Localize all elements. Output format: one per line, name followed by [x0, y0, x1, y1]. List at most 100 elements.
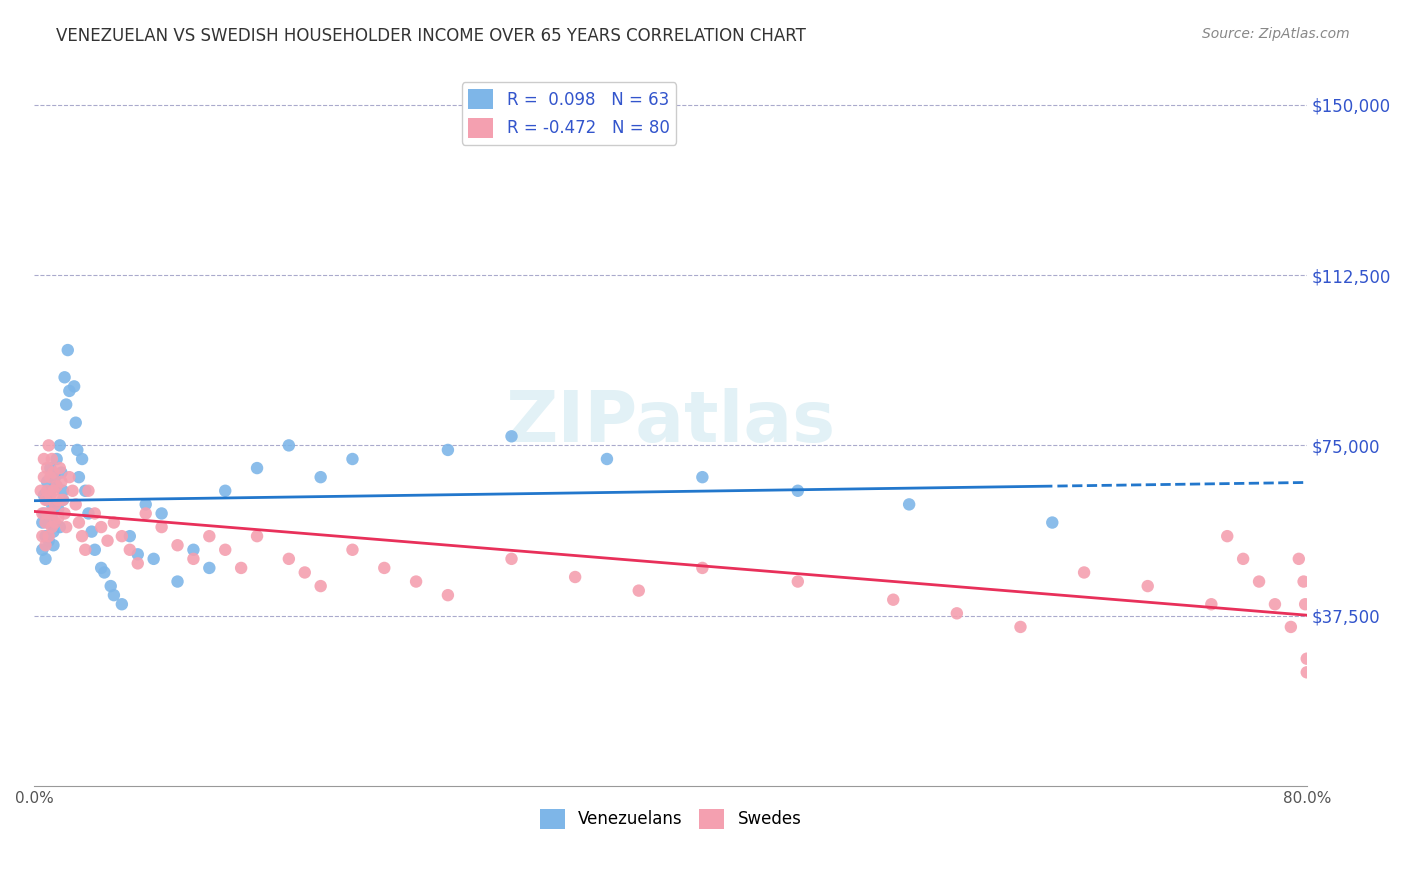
Point [150, 520, 173, 534]
Point [58, 470, 80, 484]
Point [1073, 566, 1095, 580]
Point [45, 479, 67, 493]
Point [882, 592, 904, 607]
Point [1292, 574, 1315, 589]
Point [32, 507, 55, 521]
Point [596, 452, 619, 467]
Point [75, 483, 97, 498]
Point [35, 483, 58, 498]
Point [46, 502, 69, 516]
Point [1295, 665, 1317, 680]
Point [786, 574, 808, 589]
Point [501, 429, 523, 443]
Point [41, 511, 63, 525]
Point [342, 542, 364, 557]
Point [42, 538, 65, 552]
Point [39, 470, 62, 484]
Point [1288, 552, 1310, 566]
Point [39, 507, 62, 521]
Point [38, 438, 60, 452]
Point [214, 542, 236, 557]
Point [38, 529, 60, 543]
Point [32, 488, 55, 502]
Point [111, 529, 134, 543]
Point [46, 511, 69, 525]
Point [1279, 620, 1302, 634]
Point [52, 492, 75, 507]
Point [67, 470, 90, 484]
Point [32, 452, 55, 467]
Point [51, 475, 73, 489]
Point [65, 497, 87, 511]
Point [34, 516, 56, 530]
Point [277, 552, 299, 566]
Point [103, 588, 125, 602]
Point [52, 483, 75, 498]
Point [692, 470, 714, 484]
Point [183, 542, 205, 557]
Point [83, 542, 105, 557]
Point [309, 579, 332, 593]
Point [75, 542, 97, 557]
Point [90, 520, 112, 534]
Point [1201, 597, 1223, 611]
Point [77, 507, 100, 521]
Point [231, 561, 253, 575]
Point [127, 547, 149, 561]
Point [34, 538, 56, 552]
Point [35, 492, 58, 507]
Point [1216, 529, 1239, 543]
Point [35, 475, 58, 489]
Point [31, 529, 53, 543]
Point [44, 497, 66, 511]
Point [52, 492, 75, 507]
Point [31, 516, 53, 530]
Point [1040, 516, 1063, 530]
Point [70, 452, 93, 467]
Point [67, 516, 90, 530]
Point [34, 529, 56, 543]
Point [198, 561, 221, 575]
Point [55, 398, 77, 412]
Point [96, 533, 118, 548]
Point [38, 533, 60, 548]
Point [501, 552, 523, 566]
Point [45, 479, 67, 493]
Point [692, 561, 714, 575]
Point [44, 470, 66, 484]
Point [62, 483, 84, 498]
Point [90, 561, 112, 575]
Point [198, 529, 221, 543]
Point [166, 574, 188, 589]
Point [150, 507, 173, 521]
Text: Source: ZipAtlas.com: Source: ZipAtlas.com [1202, 27, 1350, 41]
Point [1232, 552, 1254, 566]
Point [42, 466, 65, 480]
Point [564, 570, 586, 584]
Point [34, 492, 56, 507]
Point [56, 343, 79, 357]
Point [41, 452, 63, 467]
Point [46, 492, 69, 507]
Text: VENEZUELAN VS SWEDISH HOUSEHOLDER INCOME OVER 65 YEARS CORRELATION CHART: VENEZUELAN VS SWEDISH HOUSEHOLDER INCOME… [56, 27, 806, 45]
Point [1010, 620, 1032, 634]
Point [294, 566, 316, 580]
Point [42, 483, 65, 498]
Point [39, 461, 62, 475]
Point [277, 438, 299, 452]
Point [35, 507, 58, 521]
Point [53, 370, 76, 384]
Point [1295, 651, 1317, 665]
Point [34, 552, 56, 566]
Point [183, 552, 205, 566]
Point [49, 520, 72, 534]
Point [786, 483, 808, 498]
Point [898, 497, 921, 511]
Point [44, 516, 66, 530]
Point [49, 461, 72, 475]
Point [214, 483, 236, 498]
Point [42, 524, 65, 539]
Point [111, 597, 134, 611]
Legend: Venezuelans, Swedes: Venezuelans, Swedes [533, 802, 808, 836]
Point [30, 483, 52, 498]
